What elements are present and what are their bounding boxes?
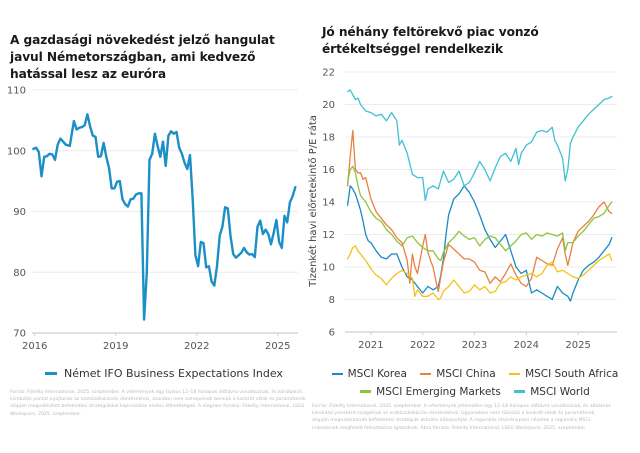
right-chart-title: Jó néhány feltörekvő piac vonzó értékelt… xyxy=(322,25,539,56)
legend-label: MSCI China xyxy=(436,367,496,380)
x-tick-label: 2025 xyxy=(265,341,290,352)
legend-label: MSCI Emerging Markets xyxy=(376,385,501,398)
y-tick-label: 70 xyxy=(13,329,26,340)
left-chart-title: A gazdasági növekedést jelző hangulat ja… xyxy=(10,33,275,81)
series-line-msci-emerging-markets xyxy=(346,165,613,262)
right-legend: MSCI Korea MSCI China MSCI South Africa … xyxy=(310,364,640,400)
x-tick-label: 2021 xyxy=(358,340,383,351)
y-tick-label: 6 xyxy=(329,328,335,339)
y-axis-label: Tizenkét havi előretekintő P/E ráta xyxy=(307,115,319,288)
x-tick-label: 2023 xyxy=(462,340,487,351)
x-tick-label: 2025 xyxy=(565,340,590,351)
legend-swatch xyxy=(514,390,526,393)
legend-item-msci-korea: MSCI Korea xyxy=(331,366,407,382)
y-tick-label: 14 xyxy=(322,198,335,209)
left-legend: Német IFO Business Expectations Index xyxy=(40,365,283,380)
legend-label: MSCI South Africa xyxy=(525,367,619,380)
x-tick-label: 2019 xyxy=(103,341,128,352)
legend-label: MSCI World xyxy=(530,385,590,398)
y-tick-label: 18 xyxy=(322,133,335,144)
y-tick-label: 110 xyxy=(7,86,26,97)
y-tick-label: 8 xyxy=(329,295,335,306)
legend-swatch xyxy=(331,372,343,375)
y-tick-label: 22 xyxy=(322,68,335,79)
x-tick-label: 2024 xyxy=(514,340,539,351)
legend-swatch xyxy=(360,390,372,393)
series-line-msci-south-africa xyxy=(346,245,613,301)
legend-item-ifo: Német IFO Business Expectations Index xyxy=(45,367,283,380)
y-tick-label: 20 xyxy=(322,100,335,111)
legend-item-msci-china: MSCI China xyxy=(420,366,496,382)
legend-item-msci-south-africa: MSCI South Africa xyxy=(509,366,618,382)
ifo-chart: 70 80 90 100 110 2016 2019 2022 2025 xyxy=(7,86,298,352)
y-tick-label: 12 xyxy=(322,230,335,241)
y-tick-label: 10 xyxy=(322,263,335,274)
legend-item-msci-world: MSCI World xyxy=(514,384,590,400)
legend-label: Német IFO Business Expectations Index xyxy=(64,367,283,380)
legend-swatch xyxy=(45,372,57,375)
series-line-msci-korea xyxy=(346,185,613,302)
x-tick-label: 2022 xyxy=(184,341,209,352)
y-tick-label: 80 xyxy=(13,268,26,279)
y-tick-label: 100 xyxy=(7,146,26,157)
series-line-msci-world xyxy=(346,89,613,202)
right-footnote: Forrás: Fidelity International, 2025. sz… xyxy=(312,404,611,431)
legend-swatch xyxy=(420,372,432,375)
legend-swatch xyxy=(509,372,521,375)
y-tick-label: 16 xyxy=(322,165,335,176)
x-tick-label: 2022 xyxy=(410,340,435,351)
legend-label: MSCI Korea xyxy=(347,367,407,380)
series-line-n-met-ifo-business-expectations-index xyxy=(32,113,297,321)
y-tick-label: 90 xyxy=(13,207,26,218)
x-tick-label: 2016 xyxy=(22,341,47,352)
left-footnote: Forrás: Fidelity International, 2025. sz… xyxy=(10,390,306,417)
legend-item-msci-emerging-markets: MSCI Emerging Markets xyxy=(360,384,501,400)
